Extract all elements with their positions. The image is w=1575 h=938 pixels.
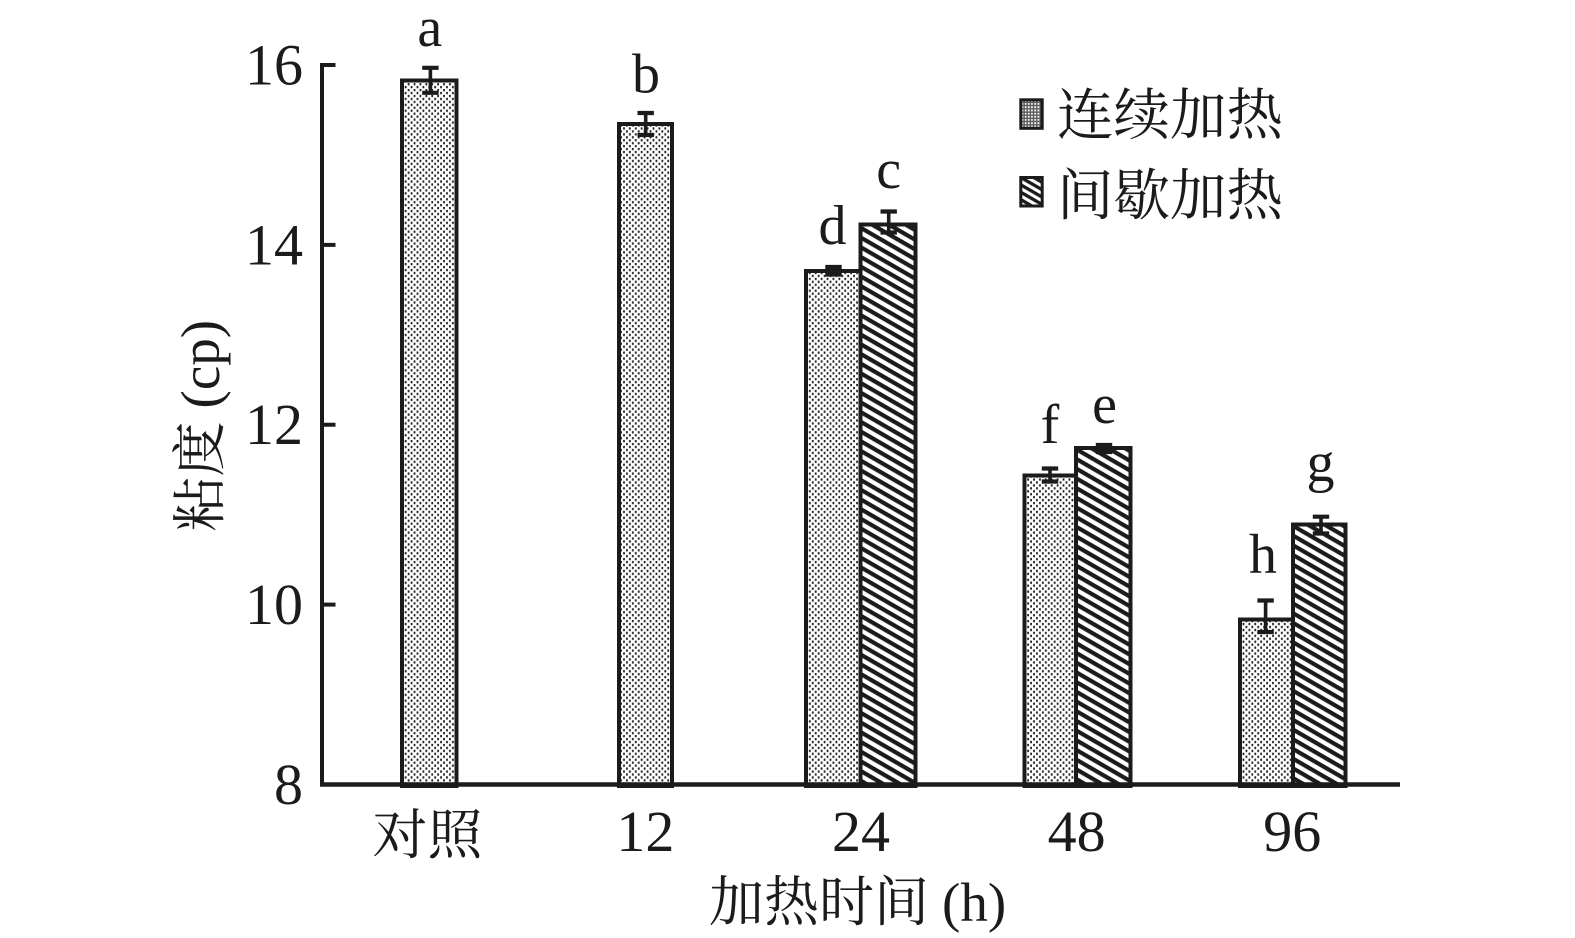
svg-text:12: 12 xyxy=(616,799,674,864)
svg-text:g: g xyxy=(1307,432,1335,494)
svg-text:b: b xyxy=(632,44,660,106)
svg-text:(h): (h) xyxy=(942,872,1006,933)
svg-text:8: 8 xyxy=(274,752,303,817)
svg-text:a: a xyxy=(417,0,442,59)
svg-text:48: 48 xyxy=(1048,799,1106,864)
svg-text:(cp): (cp) xyxy=(170,320,231,409)
svg-text:14: 14 xyxy=(245,212,303,277)
svg-text:16: 16 xyxy=(245,32,303,97)
svg-text:10: 10 xyxy=(245,572,303,637)
svg-text:24: 24 xyxy=(832,799,890,864)
svg-text:96: 96 xyxy=(1263,799,1321,864)
svg-text:12: 12 xyxy=(245,392,303,457)
svg-text:c: c xyxy=(876,139,901,201)
svg-text:e: e xyxy=(1092,374,1117,436)
svg-text:f: f xyxy=(1041,394,1060,456)
svg-text:h: h xyxy=(1249,524,1277,586)
svg-text:d: d xyxy=(819,195,847,257)
